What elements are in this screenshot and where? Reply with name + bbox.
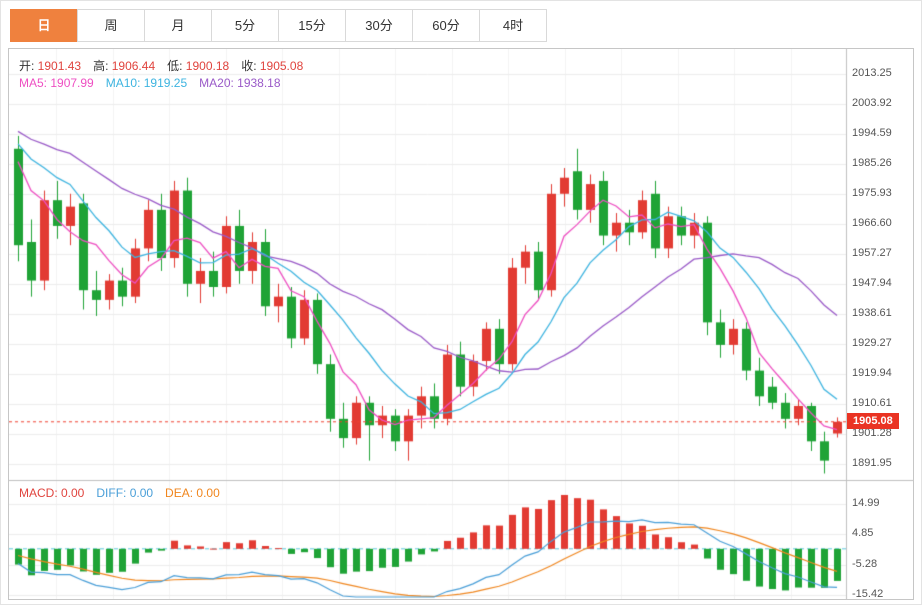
price-axis-label: 2003.92 (852, 97, 892, 109)
price-axis-label: 1947.94 (852, 277, 892, 289)
tab-15min[interactable]: 15分 (278, 9, 346, 42)
chart-area: 开: 1901.43 高: 1906.44 低: 1900.18 收: 1905.08… (8, 48, 914, 600)
price-axis-label: 1957.27 (852, 247, 892, 259)
tab-30min[interactable]: 30分 (345, 9, 413, 42)
ma-legend: MA5: 1907.99 MA10: 1919.25 MA20: 1938.18 (19, 76, 293, 90)
macd-dea: DEA: 0.00 (165, 486, 220, 500)
price-axis-label: 2013.25 (852, 67, 892, 79)
macd-axis-label: -5.28 (852, 557, 878, 570)
ma-ma20: MA20: 1938.18 (199, 76, 281, 90)
tab-4hour[interactable]: 4时 (479, 9, 547, 42)
macd-diff: DIFF: 0.00 (96, 486, 154, 500)
price-axis-label: 1929.27 (852, 337, 892, 349)
ma-ma5: MA5: 1907.99 (19, 76, 94, 90)
macd-axis-label: 4.85 (852, 527, 874, 540)
price-axis-label: 1985.26 (852, 157, 892, 169)
macd-macd: MACD: 0.00 (19, 486, 85, 500)
macd-legend: MACD: 0.00 DIFF: 0.00 DEA: 0.00 (19, 486, 232, 500)
price-axis-label: 1994.59 (852, 127, 892, 139)
price-axis-label: 1919.94 (852, 367, 892, 379)
timeframe-tabbar: 日周月 5分 15分 30分 60分 4时 (10, 9, 921, 42)
tab-month[interactable]: 月 (144, 9, 212, 42)
ohlc-close: 收: 1905.08 (241, 59, 304, 73)
tab-5min[interactable]: 5分 (211, 9, 279, 42)
price-axis-label: 1938.61 (852, 307, 892, 319)
price-macd-canvas[interactable] (9, 49, 913, 599)
macd-axis-label: 14.99 (852, 497, 880, 509)
last-price-tag: 1905.08 (847, 412, 899, 429)
ohlc-legend: 开: 1901.43 高: 1906.44 低: 1900.18 收: 1905.08 (19, 57, 315, 74)
ohlc-high: 高: 1906.44 (93, 59, 156, 73)
tab-60min[interactable]: 60分 (412, 9, 480, 42)
ohlc-open: 开: 1901.43 (19, 59, 82, 73)
ohlc-low: 低: 1900.18 (167, 59, 230, 73)
price-axis-label: 1910.61 (852, 397, 892, 409)
price-axis-label: 1901.28 (852, 427, 892, 439)
price-axis-label: 1966.60 (852, 217, 892, 229)
ma-ma10: MA10: 1919.25 (105, 76, 188, 90)
tab-day[interactable]: 日 (10, 9, 78, 42)
macd-axis-label: -15.42 (852, 587, 884, 600)
price-axis-label: 1891.95 (852, 457, 892, 469)
tab-week[interactable]: 周 (77, 9, 145, 42)
price-axis-label: 1975.93 (852, 187, 892, 199)
